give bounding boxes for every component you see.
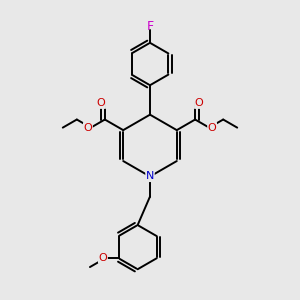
Text: O: O (97, 98, 105, 108)
Text: F: F (146, 20, 154, 33)
Text: O: O (98, 253, 107, 263)
Text: O: O (208, 123, 217, 133)
Text: O: O (195, 98, 203, 108)
Text: N: N (146, 172, 154, 182)
Text: O: O (83, 123, 92, 133)
